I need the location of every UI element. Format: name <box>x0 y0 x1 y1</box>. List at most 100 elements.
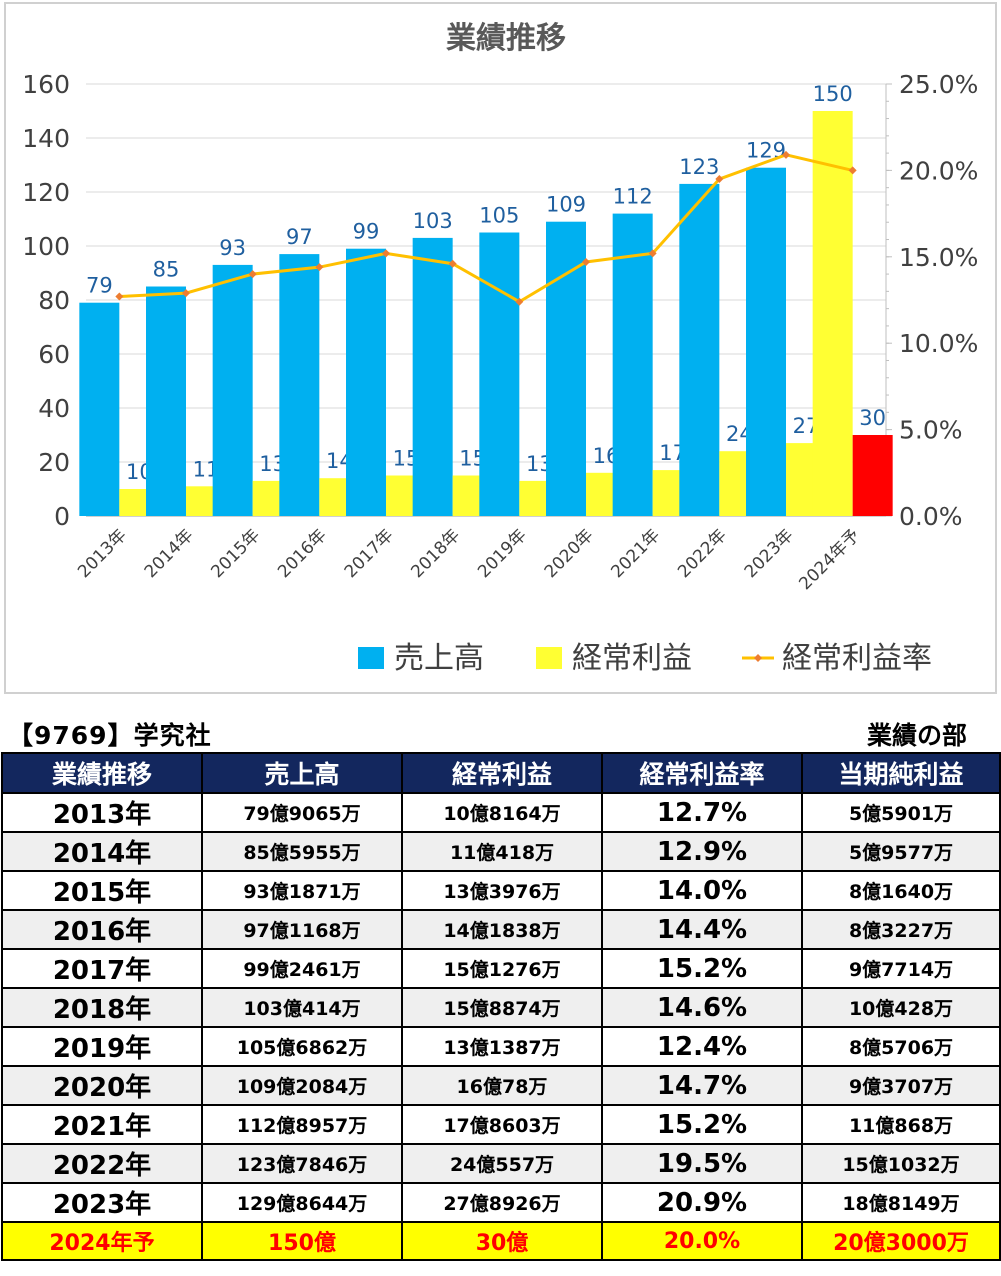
sales-bar <box>412 237 453 516</box>
sales-bar <box>346 248 386 516</box>
profit-margin-point <box>848 166 857 175</box>
legend-swatch-sales <box>358 647 384 669</box>
profit-margin-point <box>782 150 790 159</box>
table-body: 2013年 79億9065万 10億8164万 12.7% 5億5901万 2014年 85… <box>1 792 1001 1261</box>
table-row: 2015年 93億1871万 13億3976万 14.0% 8億1640万 <box>1 870 1001 911</box>
row-year: 2023年 <box>1 1182 203 1223</box>
chart-title: 業績推移 <box>446 21 566 56</box>
x-axis-tick-label: 2022年 <box>674 525 731 582</box>
sales-data-label: 105 <box>479 204 519 228</box>
row-ordinary-profit: 15億1276万 <box>401 948 603 989</box>
row-profit-margin: 14.0% <box>601 870 803 911</box>
table-row: 2024年予 150億 30億 20.0% 20億3000万 <box>1 1221 1001 1261</box>
row-sales: 123億7846万 <box>201 1143 403 1184</box>
row-net-income: 5億9577万 <box>801 831 1001 872</box>
x-axis-tick-label: 2014年 <box>141 525 198 582</box>
table-header-row: 業績推移 売上高 経常利益 経常利益率 当期純利益 <box>1 752 1001 794</box>
profit-margin-line <box>119 153 854 304</box>
row-ordinary-profit: 13億1387万 <box>401 1026 603 1067</box>
sales-data-label: 112 <box>613 185 653 209</box>
header-sales: 売上高 <box>201 752 403 794</box>
sales-data-label: 103 <box>413 209 453 233</box>
row-net-income: 15億1032万 <box>801 1143 1001 1184</box>
table-row: 2023年 129億8644万 27億8926万 20.9% 18億8149万 <box>1 1182 1001 1223</box>
row-sales: 105億6862万 <box>201 1026 403 1067</box>
legend-label-sales: 売上高 <box>394 641 484 676</box>
table-row: 2018年 103億414万 15億8874万 14.6% 10億428万 <box>1 987 1001 1028</box>
row-sales: 99億2461万 <box>201 948 403 989</box>
row-ordinary-profit: 15億8874万 <box>401 987 603 1028</box>
sales-bar <box>812 111 853 516</box>
row-year: 2014年 <box>1 831 203 872</box>
row-year: 2015年 <box>1 870 203 911</box>
table-row: 2020年 109億2084万 16億78万 14.7% 9億3707万 <box>1 1065 1001 1106</box>
right-axis-tick-label: 5.0% <box>899 416 963 445</box>
row-sales: 97億1168万 <box>201 909 403 950</box>
row-ordinary-profit: 10億8164万 <box>401 792 603 833</box>
table-row: 2013年 79億9065万 10億8164万 12.7% 5億5901万 <box>1 792 1001 833</box>
row-profit-margin: 14.7% <box>601 1065 803 1106</box>
sales-bar <box>279 254 320 516</box>
profit-margin-point <box>382 249 390 258</box>
row-sales: 85億5955万 <box>201 831 403 872</box>
table-heading-row: 【9769】学究社 業績の部 <box>0 716 1001 752</box>
row-profit-margin: 14.4% <box>601 909 803 950</box>
left-axis-tick-label: 160 <box>22 70 70 99</box>
x-axis-tick-label: 2018年 <box>407 525 464 582</box>
row-year: 2019年 <box>1 1026 203 1067</box>
row-sales: 129億8644万 <box>201 1182 403 1223</box>
left-axis-tick-label: 140 <box>22 124 70 153</box>
row-net-income: 8億5706万 <box>801 1026 1001 1067</box>
row-profit-margin: 12.9% <box>601 831 803 872</box>
profit-data-label: 30 <box>859 406 886 430</box>
row-ordinary-profit: 30億 <box>401 1221 603 1261</box>
row-ordinary-profit: 27億8926万 <box>401 1182 603 1223</box>
left-axis-tick-label: 80 <box>38 286 70 315</box>
x-axis-tick-label: 2024年予 <box>795 525 864 594</box>
row-sales: 79億9065万 <box>201 792 403 833</box>
table-row: 2016年 97億1168万 14億1838万 14.4% 8億3227万 <box>1 909 1001 950</box>
table-row: 2017年 99億2461万 15億1276万 15.2% 9億7714万 <box>1 948 1001 989</box>
profit-margin-point <box>715 175 724 184</box>
row-net-income: 8億3227万 <box>801 909 1001 950</box>
profit-margin-point <box>582 257 590 266</box>
sales-data-label: 109 <box>546 193 586 217</box>
right-axis-tick-label: 20.0% <box>899 156 978 185</box>
row-net-income: 5億5901万 <box>801 792 1001 833</box>
row-net-income: 20億3000万 <box>801 1221 1001 1261</box>
legend-label-margin: 経常利益率 <box>782 641 932 676</box>
x-axis-tick-label: 2021年 <box>607 525 664 582</box>
sales-bar <box>79 302 120 516</box>
profit-margin-point <box>515 297 524 306</box>
x-axis-tick-label: 2017年 <box>341 525 398 582</box>
table-row: 2019年 105億6862万 13億1387万 12.4% 8億5706万 <box>1 1026 1001 1067</box>
row-ordinary-profit: 14億1838万 <box>401 909 603 950</box>
table-row: 2021年 112億8957万 17億8603万 15.2% 11億868万 <box>1 1104 1001 1145</box>
row-profit-margin: 19.5% <box>601 1143 803 1184</box>
sales-data-label: 99 <box>353 220 380 244</box>
row-profit-margin: 15.2% <box>601 948 803 989</box>
row-year: 2018年 <box>1 987 203 1028</box>
sales-bar <box>146 286 186 516</box>
row-year: 2017年 <box>1 948 203 989</box>
header-ordinary-profit: 経常利益 <box>401 752 603 794</box>
row-year: 2024年予 <box>1 1221 203 1261</box>
row-sales: 93億1871万 <box>201 870 403 911</box>
sales-bar <box>479 232 520 516</box>
profit-margin-point <box>182 289 190 298</box>
sales-bar <box>679 183 720 516</box>
performance-chart: 業績推移 0 20 40 60 80 100 120 140 160 0.0% 5.0% 10.0% 15… <box>22 21 978 676</box>
row-year: 2013年 <box>1 792 203 833</box>
sales-data-label: 97 <box>286 225 313 249</box>
x-axis-tick-label: 2016年 <box>274 525 331 582</box>
profit-bar <box>852 435 893 516</box>
row-year: 2022年 <box>1 1143 203 1184</box>
row-profit-margin: 14.6% <box>601 987 803 1028</box>
chart-panel: 業績推移 0 20 40 60 80 100 120 140 160 0.0% 5.0% 10.0% 15… <box>4 2 997 694</box>
sales-data-label: 93 <box>219 236 246 260</box>
row-ordinary-profit: 24億557万 <box>401 1143 603 1184</box>
x-axis-tick-label: 2023年 <box>741 525 798 582</box>
left-axis-tick-label: 100 <box>22 232 70 261</box>
performance-table: 業績推移 売上高 経常利益 経常利益率 当期純利益 2013年 79億9065万 1… <box>1 752 1001 1261</box>
row-net-income: 10億428万 <box>801 987 1001 1028</box>
